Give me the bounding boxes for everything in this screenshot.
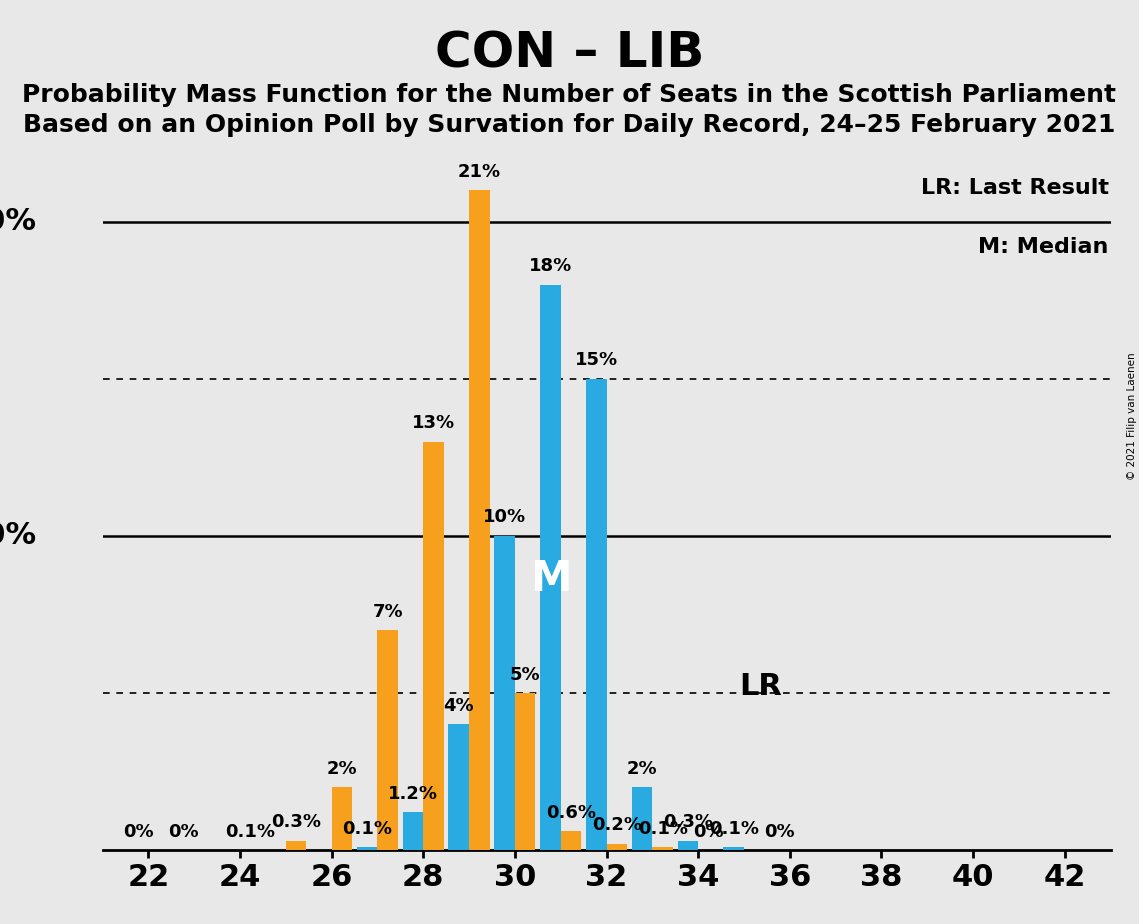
Bar [357, 847, 377, 850]
Bar [723, 847, 744, 850]
Text: LR: LR [739, 673, 782, 701]
Bar [678, 841, 698, 850]
Text: 0%: 0% [169, 822, 199, 841]
Bar [515, 693, 535, 850]
Text: Based on an Opinion Poll by Survation for Daily Record, 24–25 February 2021: Based on an Opinion Poll by Survation fo… [23, 113, 1116, 137]
Text: 2%: 2% [626, 760, 657, 778]
Text: 0.3%: 0.3% [663, 813, 713, 832]
Bar [653, 847, 673, 850]
Text: CON – LIB: CON – LIB [435, 30, 704, 78]
Text: 0%: 0% [764, 822, 795, 841]
Bar [469, 190, 490, 850]
Text: LR: Last Result: LR: Last Result [920, 178, 1108, 198]
Text: 4%: 4% [443, 697, 474, 715]
Text: Probability Mass Function for the Number of Seats in the Scottish Parliament: Probability Mass Function for the Number… [23, 83, 1116, 107]
Text: 0.1%: 0.1% [638, 820, 688, 837]
Bar [540, 285, 560, 850]
Text: 15%: 15% [575, 351, 617, 370]
Text: M: Median: M: Median [978, 237, 1108, 258]
Text: 1.2%: 1.2% [388, 785, 437, 803]
Text: 13%: 13% [412, 414, 456, 432]
Text: © 2021 Filip van Laenen: © 2021 Filip van Laenen [1128, 352, 1137, 480]
Text: 0.3%: 0.3% [271, 813, 321, 832]
Text: 0%: 0% [123, 822, 154, 841]
Text: 5%: 5% [510, 665, 541, 684]
Text: M: M [530, 558, 571, 600]
Text: 0.1%: 0.1% [708, 820, 759, 837]
Text: 20%: 20% [0, 207, 36, 237]
Bar [606, 844, 628, 850]
Text: 10%: 10% [0, 521, 36, 551]
Text: 0.1%: 0.1% [342, 820, 392, 837]
Bar [377, 630, 398, 850]
Text: 0.6%: 0.6% [546, 804, 596, 821]
Text: 2%: 2% [327, 760, 358, 778]
Bar [585, 379, 606, 850]
Text: 18%: 18% [528, 257, 572, 275]
Text: 0%: 0% [694, 822, 723, 841]
Bar [286, 841, 306, 850]
Bar [494, 536, 515, 850]
Text: 0.1%: 0.1% [226, 822, 276, 841]
Bar [402, 812, 424, 850]
Text: 7%: 7% [372, 602, 403, 621]
Text: 0.2%: 0.2% [592, 817, 642, 834]
Bar [331, 787, 352, 850]
Bar [424, 442, 444, 850]
Text: 21%: 21% [458, 163, 501, 181]
Bar [632, 787, 653, 850]
Bar [560, 832, 581, 850]
Text: 10%: 10% [483, 508, 526, 527]
Bar [449, 724, 469, 850]
